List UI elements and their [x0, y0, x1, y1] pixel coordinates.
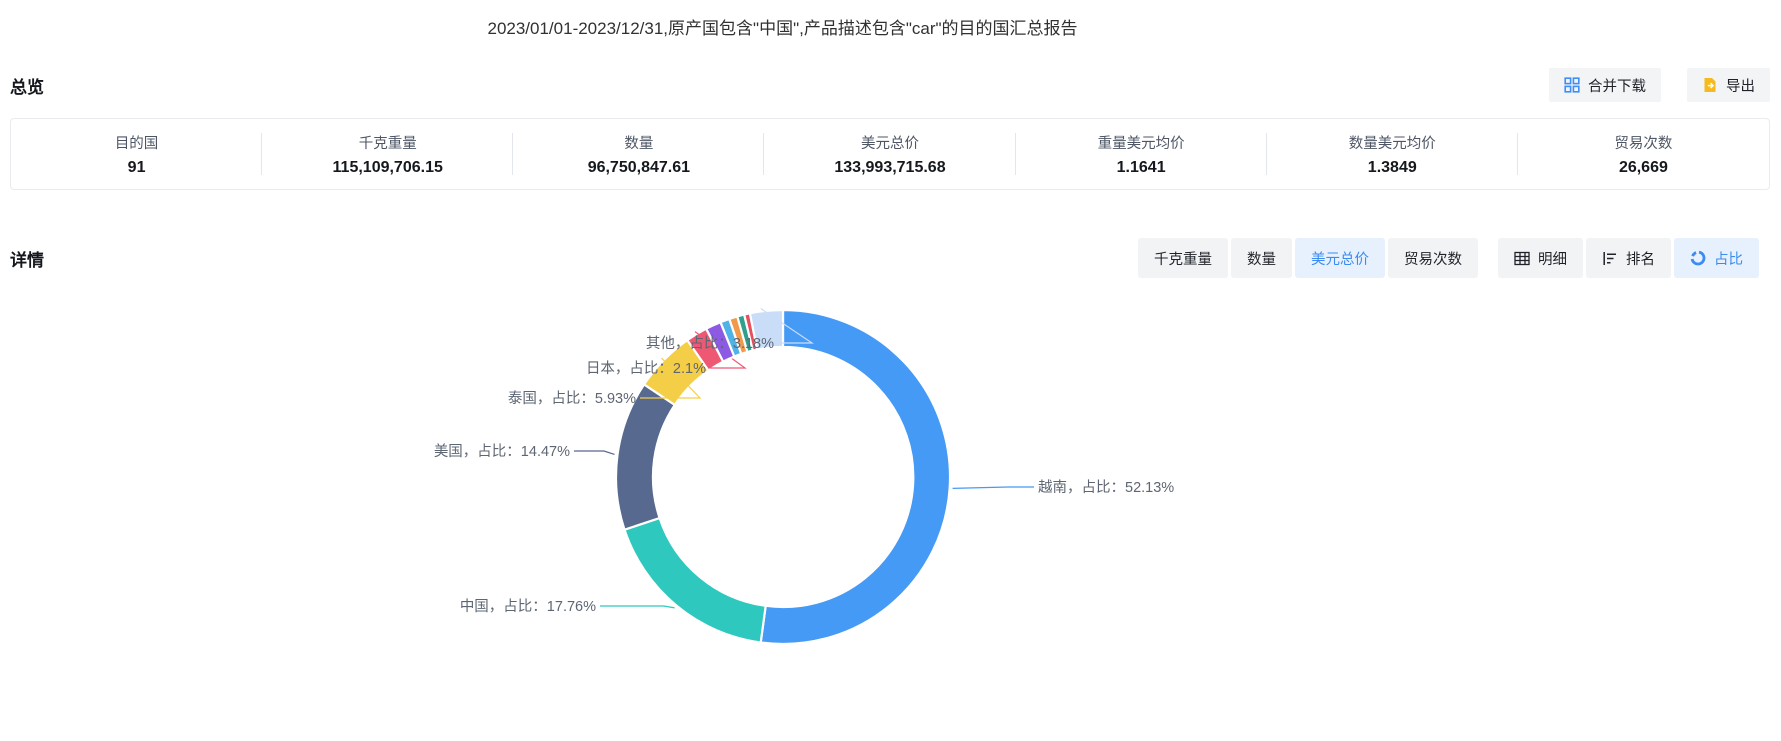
pie-slice-中国[interactable] — [623, 516, 767, 644]
tab-贸易次数[interactable]: 贸易次数 — [1388, 238, 1478, 278]
stat-label: 重量美元均价 — [1097, 135, 1185, 152]
export-icon — [1702, 77, 1718, 93]
stat-value: 1.3849 — [1367, 158, 1417, 176]
tab-label: 占比 — [1714, 251, 1743, 268]
tab-label: 千克重量 — [1154, 251, 1212, 268]
stat-item: 贸易次数 26,669 — [1518, 132, 1769, 177]
details-heading: 详情 — [10, 250, 44, 270]
stat-item: 美元总价 133,993,715.68 — [764, 132, 1015, 177]
button-label: 导出 — [1726, 78, 1755, 95]
tab-label: 数量 — [1247, 251, 1276, 268]
stat-item: 数量美元均价 1.3849 — [1267, 132, 1518, 177]
stat-value: 91 — [127, 158, 146, 176]
tab-数量[interactable]: 数量 — [1231, 238, 1292, 278]
stat-item: 数量 96,750,847.61 — [513, 132, 764, 177]
metric-tabs: 千克重量 数量 美元总价 贸易次数 — [1138, 238, 1478, 278]
tab-label: 排名 — [1626, 251, 1655, 268]
stats-bar: 目的国 91 千克重量 115,109,706.15 数量 96,750,847.61 美元… — [10, 118, 1770, 190]
stat-value: 115,109,706.15 — [332, 158, 443, 176]
page-title: 2023/01/01-2023/12/31,原产国包含"中国",产品描述包含"c… — [487, 19, 1078, 38]
ranking-icon — [1602, 251, 1618, 266]
export-button[interactable]: 导出 — [1687, 68, 1770, 102]
overview-header: 总览 合并下载 导出 — [10, 66, 1770, 104]
details-header: 详情 千克重量 数量 美元总价 贸易次数 明细 排名 占比 — [10, 238, 1759, 278]
pie-slice-其他[interactable] — [748, 308, 785, 351]
stat-item: 目的国 91 — [11, 132, 262, 177]
button-label: 合并下载 — [1588, 78, 1646, 95]
label-line-越南 — [952, 486, 1034, 489]
pie-label-日本: 日本，占比：2.1% — [586, 360, 706, 377]
stat-value: 1.1641 — [1116, 158, 1166, 176]
stat-value: 96,750,847.61 — [587, 158, 691, 176]
tab-排名[interactable]: 排名 — [1586, 238, 1671, 278]
tab-明细[interactable]: 明细 — [1498, 238, 1583, 278]
stat-label: 数量 — [624, 135, 654, 152]
pie-label-泰国: 泰国，占比：5.93% — [508, 390, 636, 407]
merge-download-button[interactable]: 合并下载 — [1549, 68, 1661, 102]
tab-美元总价[interactable]: 美元总价 — [1295, 238, 1385, 278]
tab-label: 贸易次数 — [1404, 251, 1462, 268]
stat-value: 133,993,715.68 — [834, 158, 946, 176]
merge-download-icon — [1564, 77, 1580, 93]
label-line-中国 — [600, 605, 675, 609]
pie-label-越南: 越南，占比：52.13% — [1038, 479, 1174, 496]
view-tabs: 明细 排名 占比 — [1498, 238, 1759, 278]
tab-label: 美元总价 — [1311, 251, 1369, 268]
pie-icon — [1690, 250, 1706, 266]
pie-label-中国: 中国，占比：17.76% — [460, 598, 596, 615]
tab-groups: 千克重量 数量 美元总价 贸易次数 明细 排名 占比 — [1138, 238, 1759, 278]
pie-slice-越南[interactable] — [759, 308, 952, 646]
table-icon — [1514, 251, 1530, 266]
overview-actions: 合并下载 导出 — [1549, 68, 1770, 102]
tab-占比[interactable]: 占比 — [1674, 238, 1759, 278]
overview-heading: 总览 — [10, 77, 44, 97]
stat-label: 千克重量 — [358, 135, 417, 152]
stat-item: 千克重量 115,109,706.15 — [262, 132, 513, 177]
pie-label-其他: 其他，占比：3.18% — [646, 335, 774, 352]
label-line-泰国 — [640, 357, 702, 399]
pie-label-美国: 美国，占比：14.47% — [434, 443, 570, 460]
stat-label: 数量美元均价 — [1348, 135, 1436, 152]
label-line-美国 — [574, 450, 615, 455]
tab-label: 明细 — [1538, 251, 1567, 268]
stat-item: 重量美元均价 1.1641 — [1016, 132, 1267, 177]
stat-label: 美元总价 — [860, 135, 919, 152]
tab-千克重量[interactable]: 千克重量 — [1138, 238, 1228, 278]
stat-value: 26,669 — [1618, 158, 1668, 176]
stat-label: 贸易次数 — [1614, 135, 1673, 152]
label-line-其他 — [760, 308, 814, 344]
stat-label: 目的国 — [114, 135, 159, 152]
label-line-日本 — [694, 331, 747, 369]
